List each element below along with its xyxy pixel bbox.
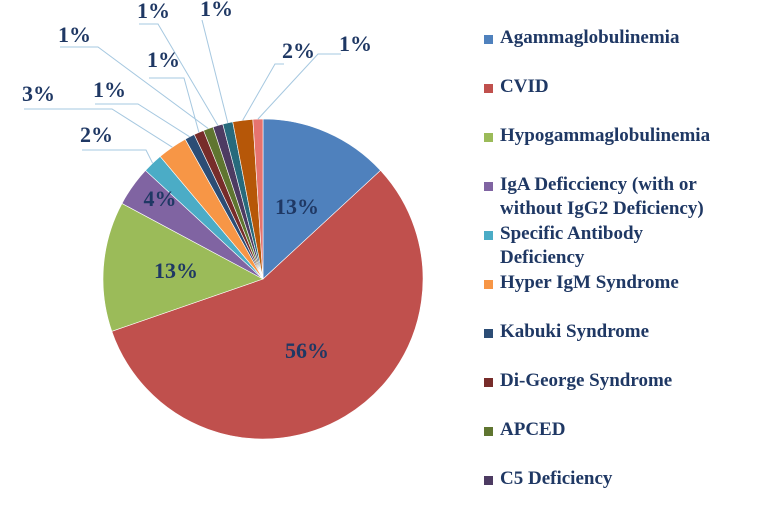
- legend-swatch-6: [484, 280, 493, 289]
- slice-label-11: 1%: [200, 0, 233, 21]
- legend-swatch-8: [484, 378, 493, 387]
- legend-swatch-4: [484, 182, 493, 191]
- slice-label-2: 56%: [285, 338, 329, 363]
- legend-item: Specific Antibody Deficiency: [484, 222, 700, 270]
- legend-swatch-5: [484, 231, 493, 240]
- pie-slice-1: [262, 118, 381, 280]
- pie-slice-3: [102, 203, 264, 332]
- slice-label-10: 1%: [137, 0, 170, 23]
- leader-line-13: [257, 53, 341, 120]
- slice-label-6: 3%: [22, 81, 55, 106]
- slice-label-4: 4%: [144, 186, 177, 211]
- slice-label-5: 2%: [80, 122, 113, 147]
- slice-label-1: 13%: [275, 194, 319, 219]
- legend-item: Hypogammaglobulinemia: [484, 124, 758, 147]
- legend-item: CVID: [484, 75, 758, 98]
- legend-swatch-1: [484, 35, 493, 44]
- legend-label-8: Di-George Syndrome: [500, 370, 673, 391]
- legend-item: C5 Deficiency: [484, 467, 758, 490]
- leader-line-11: [201, 19, 229, 124]
- leader-line-5: [82, 149, 154, 164]
- legend-item: Di-George Syndrome: [484, 369, 758, 392]
- legend-item: IgA Deficciency (with or without IgG2 De…: [484, 173, 758, 221]
- slice-label-9: 1%: [58, 22, 91, 47]
- leader-line-9: [60, 46, 209, 130]
- legend-item: Hyper IgM Syndrome: [484, 271, 758, 294]
- leader-line-10: [139, 23, 219, 126]
- legend-label-7: Kabuki Syndrome: [500, 321, 650, 342]
- slice-label-3: 13%: [154, 258, 198, 283]
- legend-item: Agammaglobulinemia: [484, 26, 758, 49]
- legend-label-2: CVID: [500, 76, 549, 97]
- leader-line-8: [149, 77, 200, 133]
- data-labels: 13% 56% 13% 4% 2% 3% 1% 1% 1% 1% 1% 2% 1%: [22, 0, 372, 363]
- leader-line-7: [95, 103, 190, 138]
- leader-lines: [24, 19, 341, 164]
- slice-label-7: 1%: [93, 77, 126, 102]
- legend-label-9: APCED: [500, 419, 566, 440]
- legend-swatch-7: [484, 329, 493, 338]
- legend-label-10: C5 Deficiency: [500, 468, 613, 489]
- legend-label-3: Hypogammaglobulinemia: [500, 125, 711, 146]
- legend-swatch-9: [484, 427, 493, 436]
- legend-swatch-10: [484, 476, 493, 485]
- slice-label-8: 1%: [147, 47, 180, 72]
- legend-label-6: Hyper IgM Syndrome: [500, 272, 679, 293]
- legend-label-4: IgA Deficciency (with or without IgG2 De…: [500, 174, 704, 219]
- pie-slice-2: [111, 170, 424, 440]
- leader-line-6: [24, 108, 173, 148]
- slice-label-12: 2%: [282, 38, 315, 63]
- legend-swatch-3: [484, 133, 493, 142]
- legend-item: APCED: [484, 418, 758, 441]
- pie-slices: [102, 118, 424, 440]
- leader-line-12: [242, 63, 284, 121]
- legend-item: Kabuki Syndrome: [484, 320, 758, 343]
- legend-swatch-2: [484, 84, 493, 93]
- legend-label-1: Agammaglobulinemia: [500, 27, 680, 48]
- slice-label-13: 1%: [339, 31, 372, 56]
- legend-label-5: Specific Antibody Deficiency: [500, 223, 644, 268]
